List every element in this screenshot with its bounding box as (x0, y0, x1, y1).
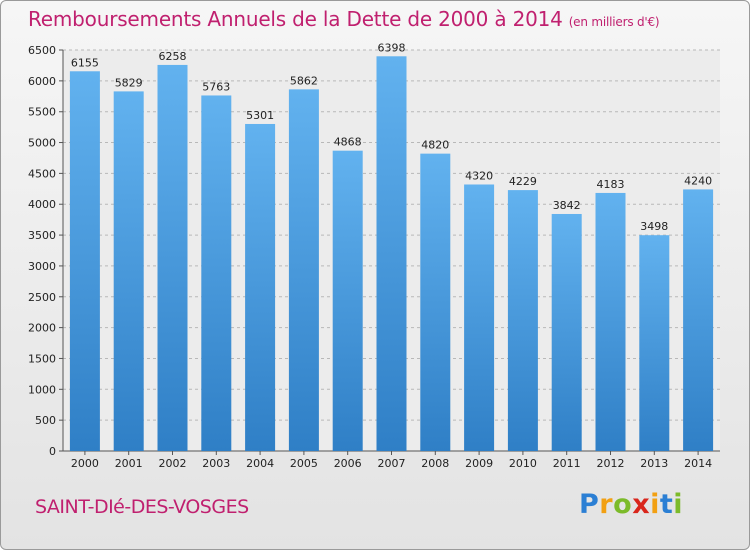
y-tick-label: 3500 (28, 229, 56, 242)
bar-2006[interactable] (332, 150, 363, 452)
x-tick-label-2011: 2011 (553, 457, 581, 470)
data-label-2012: 4183 (597, 178, 625, 191)
data-label-2006: 4868 (334, 136, 362, 149)
x-tick-label-2002: 2002 (159, 457, 187, 470)
logo-letter: i (650, 489, 660, 520)
data-label-2013: 3498 (640, 220, 668, 233)
y-tick-label: 4500 (28, 167, 56, 180)
x-tick-label-2012: 2012 (597, 457, 625, 470)
x-tick-label-2003: 2003 (202, 457, 230, 470)
y-tick-label: 3000 (28, 260, 56, 273)
x-tick-label-2013: 2013 (640, 457, 668, 470)
data-label-2004: 5301 (246, 109, 274, 122)
bar-2013[interactable] (639, 235, 670, 451)
x-tick-label-2014: 2014 (684, 457, 712, 470)
x-tick-label-2006: 2006 (334, 457, 362, 470)
data-label-2001: 5829 (115, 76, 143, 89)
data-label-2005: 5862 (290, 74, 318, 87)
logo-letter: o (613, 489, 633, 520)
data-label-2000: 6155 (71, 56, 99, 69)
y-tick-label: 4000 (28, 198, 56, 211)
x-tick-label-2000: 2000 (71, 457, 99, 470)
y-tick-label: 6500 (28, 44, 56, 57)
data-label-2007: 6398 (378, 41, 406, 54)
x-tick-label-2004: 2004 (246, 457, 274, 470)
bar-2010[interactable] (507, 190, 538, 452)
bar-2005[interactable] (288, 89, 319, 452)
bar-2001[interactable] (113, 91, 144, 451)
y-tick-label: 6000 (28, 75, 56, 88)
place-name: SAINT-DIé-DES-VOSGES (35, 496, 249, 518)
chart-title-text: Remboursements Annuels de la Dette de 20… (28, 7, 563, 31)
y-tick-label: 2500 (28, 291, 56, 304)
x-tick-label-2010: 2010 (509, 457, 537, 470)
bar-2007[interactable] (376, 56, 407, 452)
data-label-2014: 4240 (684, 174, 712, 187)
data-label-2010: 4229 (509, 175, 537, 188)
logo-letter: r (599, 489, 614, 520)
bar-2012[interactable] (595, 192, 626, 451)
bar-2014[interactable] (683, 189, 714, 451)
x-tick-label-2007: 2007 (378, 457, 406, 470)
bar-2011[interactable] (551, 213, 582, 451)
y-tick-label: 2000 (28, 322, 56, 335)
x-tick-label-2005: 2005 (290, 457, 318, 470)
chart-title: Remboursements Annuels de la Dette de 20… (28, 7, 660, 31)
bar-2008[interactable] (420, 153, 451, 452)
y-tick-label: 5000 (28, 137, 56, 150)
proxiti-logo[interactable]: Proxiti (579, 489, 683, 520)
x-tick-label-2001: 2001 (115, 457, 143, 470)
y-tick-label: 500 (35, 414, 56, 427)
y-tick-label: 1500 (28, 352, 56, 365)
data-label-2008: 4820 (421, 139, 449, 152)
data-label-2009: 4320 (465, 169, 493, 182)
chart-unit: (en milliers d'€) (568, 15, 660, 29)
x-tick-label-2009: 2009 (465, 457, 493, 470)
logo-letter: t (659, 489, 674, 520)
x-tick-label-2008: 2008 (421, 457, 449, 470)
logo-letter: P (579, 489, 600, 520)
bar-2002[interactable] (157, 64, 188, 451)
data-label-2002: 6258 (159, 50, 187, 63)
data-label-2003: 5763 (202, 80, 230, 93)
y-tick-label: 1000 (28, 383, 56, 396)
y-tick-label: 0 (49, 445, 56, 458)
logo-letter: x (632, 489, 651, 520)
logo-letter: i (673, 489, 684, 520)
bar-2004[interactable] (245, 123, 276, 451)
data-label-2011: 3842 (553, 199, 581, 212)
bar-2009[interactable] (464, 184, 495, 451)
bar-2003[interactable] (201, 95, 232, 452)
y-tick-label: 5500 (28, 106, 56, 119)
bar-2000[interactable] (69, 71, 100, 451)
